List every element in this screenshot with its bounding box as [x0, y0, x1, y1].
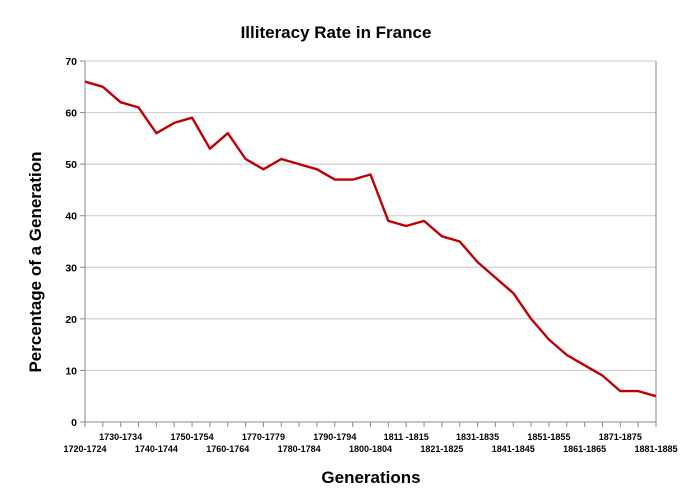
x-tick-label: 1720-1724 [63, 444, 106, 454]
x-tick-label: 1740-1744 [135, 444, 178, 454]
x-axis-ticks: 1730-1734 1750-1754 1770-1779 1790-1794 1811… [63, 432, 677, 454]
y-tick-label: 50 [65, 159, 77, 171]
axes [80, 60, 657, 427]
y-tick-label: 40 [65, 211, 77, 223]
x-tick-label: 1861-1865 [563, 444, 606, 454]
y-tick-label: 60 [65, 108, 77, 120]
series-line [84, 80, 657, 398]
x-tick-label: 1760-1764 [206, 444, 249, 454]
x-tick-label: 1730-1734 [99, 432, 142, 442]
x-tick-label: 1821-1825 [420, 444, 463, 454]
y-tick-label: 0 [71, 417, 77, 429]
grid [85, 60, 656, 371]
x-tick-label: 1800-1804 [349, 444, 392, 454]
y-tick-label: 10 [65, 365, 77, 377]
series [84, 80, 657, 398]
y-tick-label: 30 [65, 262, 77, 274]
x-tick-label: 1770-1779 [242, 432, 285, 442]
y-axis-ticks: 0 10 20 30 40 50 60 70 [65, 56, 77, 429]
x-tick-label: 1851-1855 [527, 432, 570, 442]
y-tick-label: 20 [65, 314, 77, 326]
x-tick-label: 1790-1794 [313, 432, 356, 442]
x-tick-label: 1750-1754 [171, 432, 214, 442]
chart-title: Illiteracy Rate in France [241, 23, 432, 42]
x-tick-label: 1811 -1815 [384, 432, 429, 442]
x-tick-label: 1841-1845 [492, 444, 535, 454]
x-axis-label: Generations [321, 468, 420, 487]
x-tick-label: 1831-1835 [456, 432, 499, 442]
y-tick-label: 70 [65, 56, 77, 68]
y-axis-label: Percentage of a Generation [26, 151, 45, 372]
x-tick-label: 1871-1875 [599, 432, 642, 442]
x-tick-label: 1780-1784 [278, 444, 321, 454]
x-tick-label: 1881-1885 [634, 444, 677, 454]
